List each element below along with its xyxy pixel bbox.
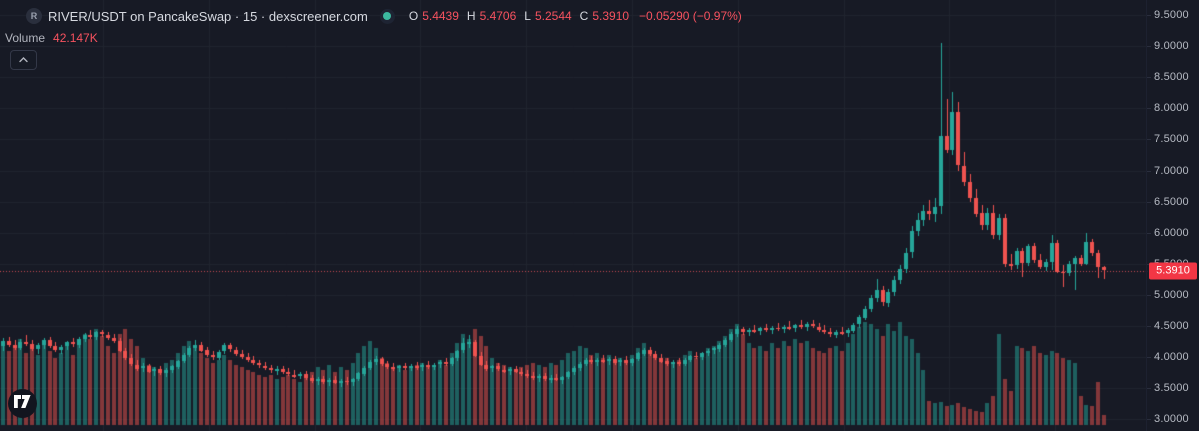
chevron-up-icon <box>19 57 28 63</box>
axis-tick-mark <box>1147 15 1151 16</box>
high-label: H <box>466 9 476 23</box>
chart-title: RIVER/USDT on PancakeSwap · 15 · dexscre… <box>48 8 368 24</box>
tradingview-logo[interactable] <box>8 389 37 418</box>
axis-tick-mark <box>1147 388 1151 390</box>
price-axis-tick: 3.0000 <box>1154 413 1189 426</box>
axis-tick-mark <box>1147 201 1151 203</box>
chart-legend: R RIVER/USDT on PancakeSwap · 15 · dexsc… <box>0 0 742 70</box>
market-status-icon[interactable] <box>379 8 395 24</box>
price-axis-tick: 4.5000 <box>1154 320 1189 332</box>
axis-tick-mark <box>1147 77 1151 79</box>
symbol-row: R RIVER/USDT on PancakeSwap · 15 · dexsc… <box>26 7 742 25</box>
collapse-legend-button[interactable] <box>10 50 37 70</box>
close-label: C <box>579 9 589 23</box>
volume-row: Volume 42.147K <box>5 30 742 45</box>
price-axis-tick: 4.0000 <box>1154 351 1189 364</box>
axis-tick-mark <box>1147 294 1151 296</box>
axis-tick-mark <box>1147 326 1151 327</box>
price-axis-tick: 9.5000 <box>1154 9 1189 21</box>
price-axis-tick: 3.5000 <box>1154 382 1189 395</box>
axis-tick-mark <box>1147 170 1151 172</box>
price-axis-tick: 7.5000 <box>1154 133 1189 146</box>
price-axis-tick: 9.0000 <box>1154 40 1189 53</box>
high-value: 5.4706 <box>479 9 517 23</box>
low-label: L <box>524 9 531 23</box>
price-axis-tick: 8.5000 <box>1154 71 1189 84</box>
symbol-badge-icon: R <box>26 8 42 24</box>
price-axis-tick: 8.0000 <box>1154 102 1189 115</box>
low-value: 5.2544 <box>534 9 572 23</box>
tradingview-icon <box>14 394 31 413</box>
change-value: −0.05290 (−0.97%) <box>639 9 742 23</box>
axis-tick-mark <box>1147 419 1151 421</box>
price-axis[interactable]: 5.3910 9.5000 9.0000 8.5000 8.0000 7.5000 7.0… <box>1146 0 1199 431</box>
axis-tick-mark <box>1147 232 1151 234</box>
ohlc-readout: O 5.4439 H 5.4706 L 5.2544 C 5.3910 −0.0… <box>409 9 742 23</box>
volume-label: Volume <box>5 30 46 45</box>
axis-tick-mark <box>1147 108 1151 110</box>
price-axis-tick: 6.5000 <box>1154 195 1189 208</box>
last-price-label: 5.3910 <box>1149 262 1197 280</box>
close-value: 5.3910 <box>592 9 630 23</box>
open-label: O <box>408 9 419 23</box>
axis-tick-mark <box>1147 357 1151 359</box>
axis-tick-mark <box>1147 46 1151 48</box>
price-axis-tick: 7.0000 <box>1154 164 1189 177</box>
price-axis-tick: 5.0000 <box>1154 288 1189 301</box>
volume-value: 42.147K <box>53 30 98 45</box>
price-axis-tick: 6.0000 <box>1154 226 1189 239</box>
axis-tick-mark <box>1147 139 1151 141</box>
open-value: 5.4439 <box>422 9 459 23</box>
